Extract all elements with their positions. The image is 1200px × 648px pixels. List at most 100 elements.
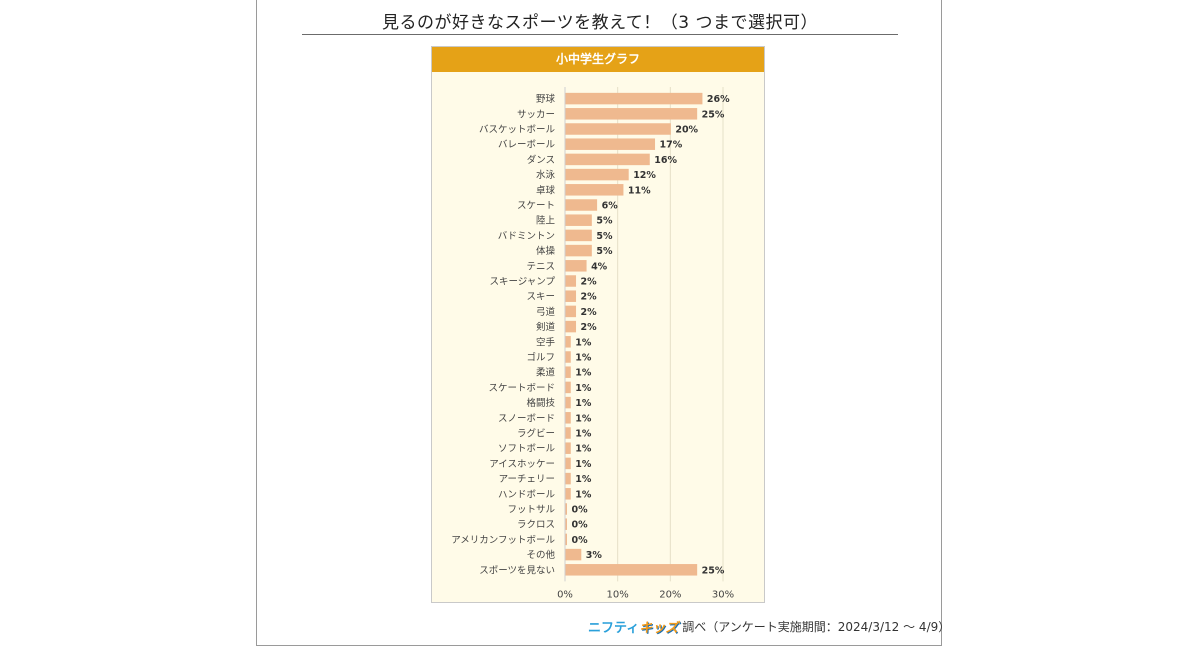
nifty-kids-logo: ニフティ キッズ	[588, 617, 678, 636]
category-label: フットサル	[507, 505, 555, 516]
value-label: 0%	[572, 505, 589, 516]
category-label: 卓球	[536, 184, 556, 196]
bar	[565, 472, 571, 485]
category-label: 弓道	[536, 306, 556, 318]
value-label: 1%	[575, 489, 592, 500]
value-label: 1%	[575, 353, 592, 364]
value-label: 2%	[581, 322, 598, 333]
category-label: ダンス	[527, 154, 555, 166]
bar	[565, 184, 624, 196]
bar	[565, 412, 571, 424]
x-tick-label: 10%	[607, 589, 629, 600]
category-label: サッカー	[517, 109, 555, 120]
bar	[565, 92, 703, 105]
value-label: 26%	[707, 94, 730, 105]
chart-panel: 小中学生グラフ 0% 10% 20% 30% 野球 26% サッカー 25% バスケットボール 2…	[431, 46, 765, 603]
category-label: 柔道	[536, 367, 556, 379]
value-label: 20%	[675, 125, 698, 136]
bar	[565, 396, 571, 409]
bar	[565, 336, 571, 348]
value-label: 25%	[702, 565, 725, 576]
value-label: 1%	[575, 337, 592, 348]
value-label: 3%	[586, 550, 603, 561]
bar	[565, 548, 582, 561]
survey-note: 調べ（アンケート実施期間：2024/3/12 ～ 4/9）	[682, 620, 951, 634]
category-label: ゴルフ	[526, 352, 555, 364]
category-label: ハンドボール	[498, 489, 556, 500]
value-label: 1%	[575, 398, 592, 409]
value-label: 0%	[572, 535, 589, 546]
category-label: 空手	[536, 336, 556, 348]
bar	[565, 442, 571, 454]
value-label: 1%	[575, 459, 592, 470]
category-label: ラクロス	[517, 520, 555, 531]
bar	[565, 305, 577, 318]
category-label: バスケットボール	[479, 125, 556, 136]
bar	[565, 138, 656, 150]
value-label: 11%	[628, 185, 651, 196]
category-label: 野球	[536, 93, 556, 105]
bar	[565, 518, 567, 530]
category-label: スケートボード	[488, 383, 555, 394]
category-label: アメリカンフットボール	[451, 535, 555, 546]
panel-header: 小中学生グラフ	[432, 47, 764, 72]
bar	[565, 275, 577, 287]
value-label: 25%	[702, 109, 725, 120]
bar	[565, 123, 671, 135]
category-label: スポーツを見ない	[479, 565, 555, 576]
value-label: 5%	[596, 246, 613, 257]
value-label: 16%	[654, 155, 677, 166]
category-label: その他	[526, 549, 555, 561]
bar	[565, 229, 592, 242]
category-label: 格闘技	[526, 397, 555, 409]
category-label: ラグビー	[517, 428, 555, 440]
category-label: スキージャンプ	[489, 277, 555, 288]
bar	[565, 260, 587, 272]
value-label: 5%	[596, 216, 613, 227]
bar-chart: 0% 10% 20% 30% 野球 26% サッカー 25% バスケットボール 20% バレーボール…	[451, 87, 734, 600]
bar	[565, 320, 577, 333]
value-label: 1%	[575, 474, 592, 485]
footer: ニフティ キッズ 調べ（アンケート実施期間：2024/3/12 ～ 4/9）	[588, 617, 950, 636]
value-label: 2%	[581, 307, 598, 318]
bar	[565, 244, 592, 257]
value-label: 0%	[572, 520, 589, 531]
bar	[565, 108, 698, 120]
value-label: 17%	[660, 140, 683, 151]
category-label: 水泳	[536, 169, 556, 181]
value-label: 2%	[581, 277, 598, 288]
value-label: 12%	[633, 170, 656, 181]
bar	[565, 427, 571, 439]
category-label: バレーボール	[498, 140, 556, 151]
page-title: 見るのが好きなスポーツを教えて！（3 つまで選択可）	[381, 13, 819, 33]
x-tick-label: 0%	[557, 589, 573, 600]
x-tick-label: 30%	[712, 589, 734, 600]
category-label: 剣道	[536, 321, 556, 333]
category-label: アーチェリー	[499, 474, 555, 485]
category-label: スノーボード	[498, 413, 555, 424]
bar	[565, 351, 571, 363]
bar	[565, 366, 571, 378]
value-label: 1%	[575, 413, 592, 424]
title-divider	[302, 34, 898, 35]
bar	[565, 564, 698, 576]
value-label: 1%	[575, 429, 592, 440]
bar	[565, 503, 567, 515]
value-label: 6%	[602, 201, 619, 212]
value-label: 1%	[575, 383, 592, 394]
x-tick-label: 20%	[659, 589, 681, 600]
category-label: アイスホッケー	[489, 459, 555, 470]
value-label: 5%	[596, 231, 613, 242]
logo-text-nifty: ニフティ	[588, 621, 640, 636]
category-label: スケート	[517, 201, 555, 212]
value-label: 4%	[591, 261, 608, 272]
bar	[565, 214, 592, 226]
value-label: 2%	[581, 292, 598, 303]
bar	[565, 290, 577, 302]
bar	[565, 381, 571, 394]
bar	[565, 457, 571, 470]
bar	[565, 533, 567, 546]
category-label: スキー	[526, 292, 555, 303]
category-label: ソフトボール	[498, 444, 556, 455]
bar	[565, 199, 598, 211]
